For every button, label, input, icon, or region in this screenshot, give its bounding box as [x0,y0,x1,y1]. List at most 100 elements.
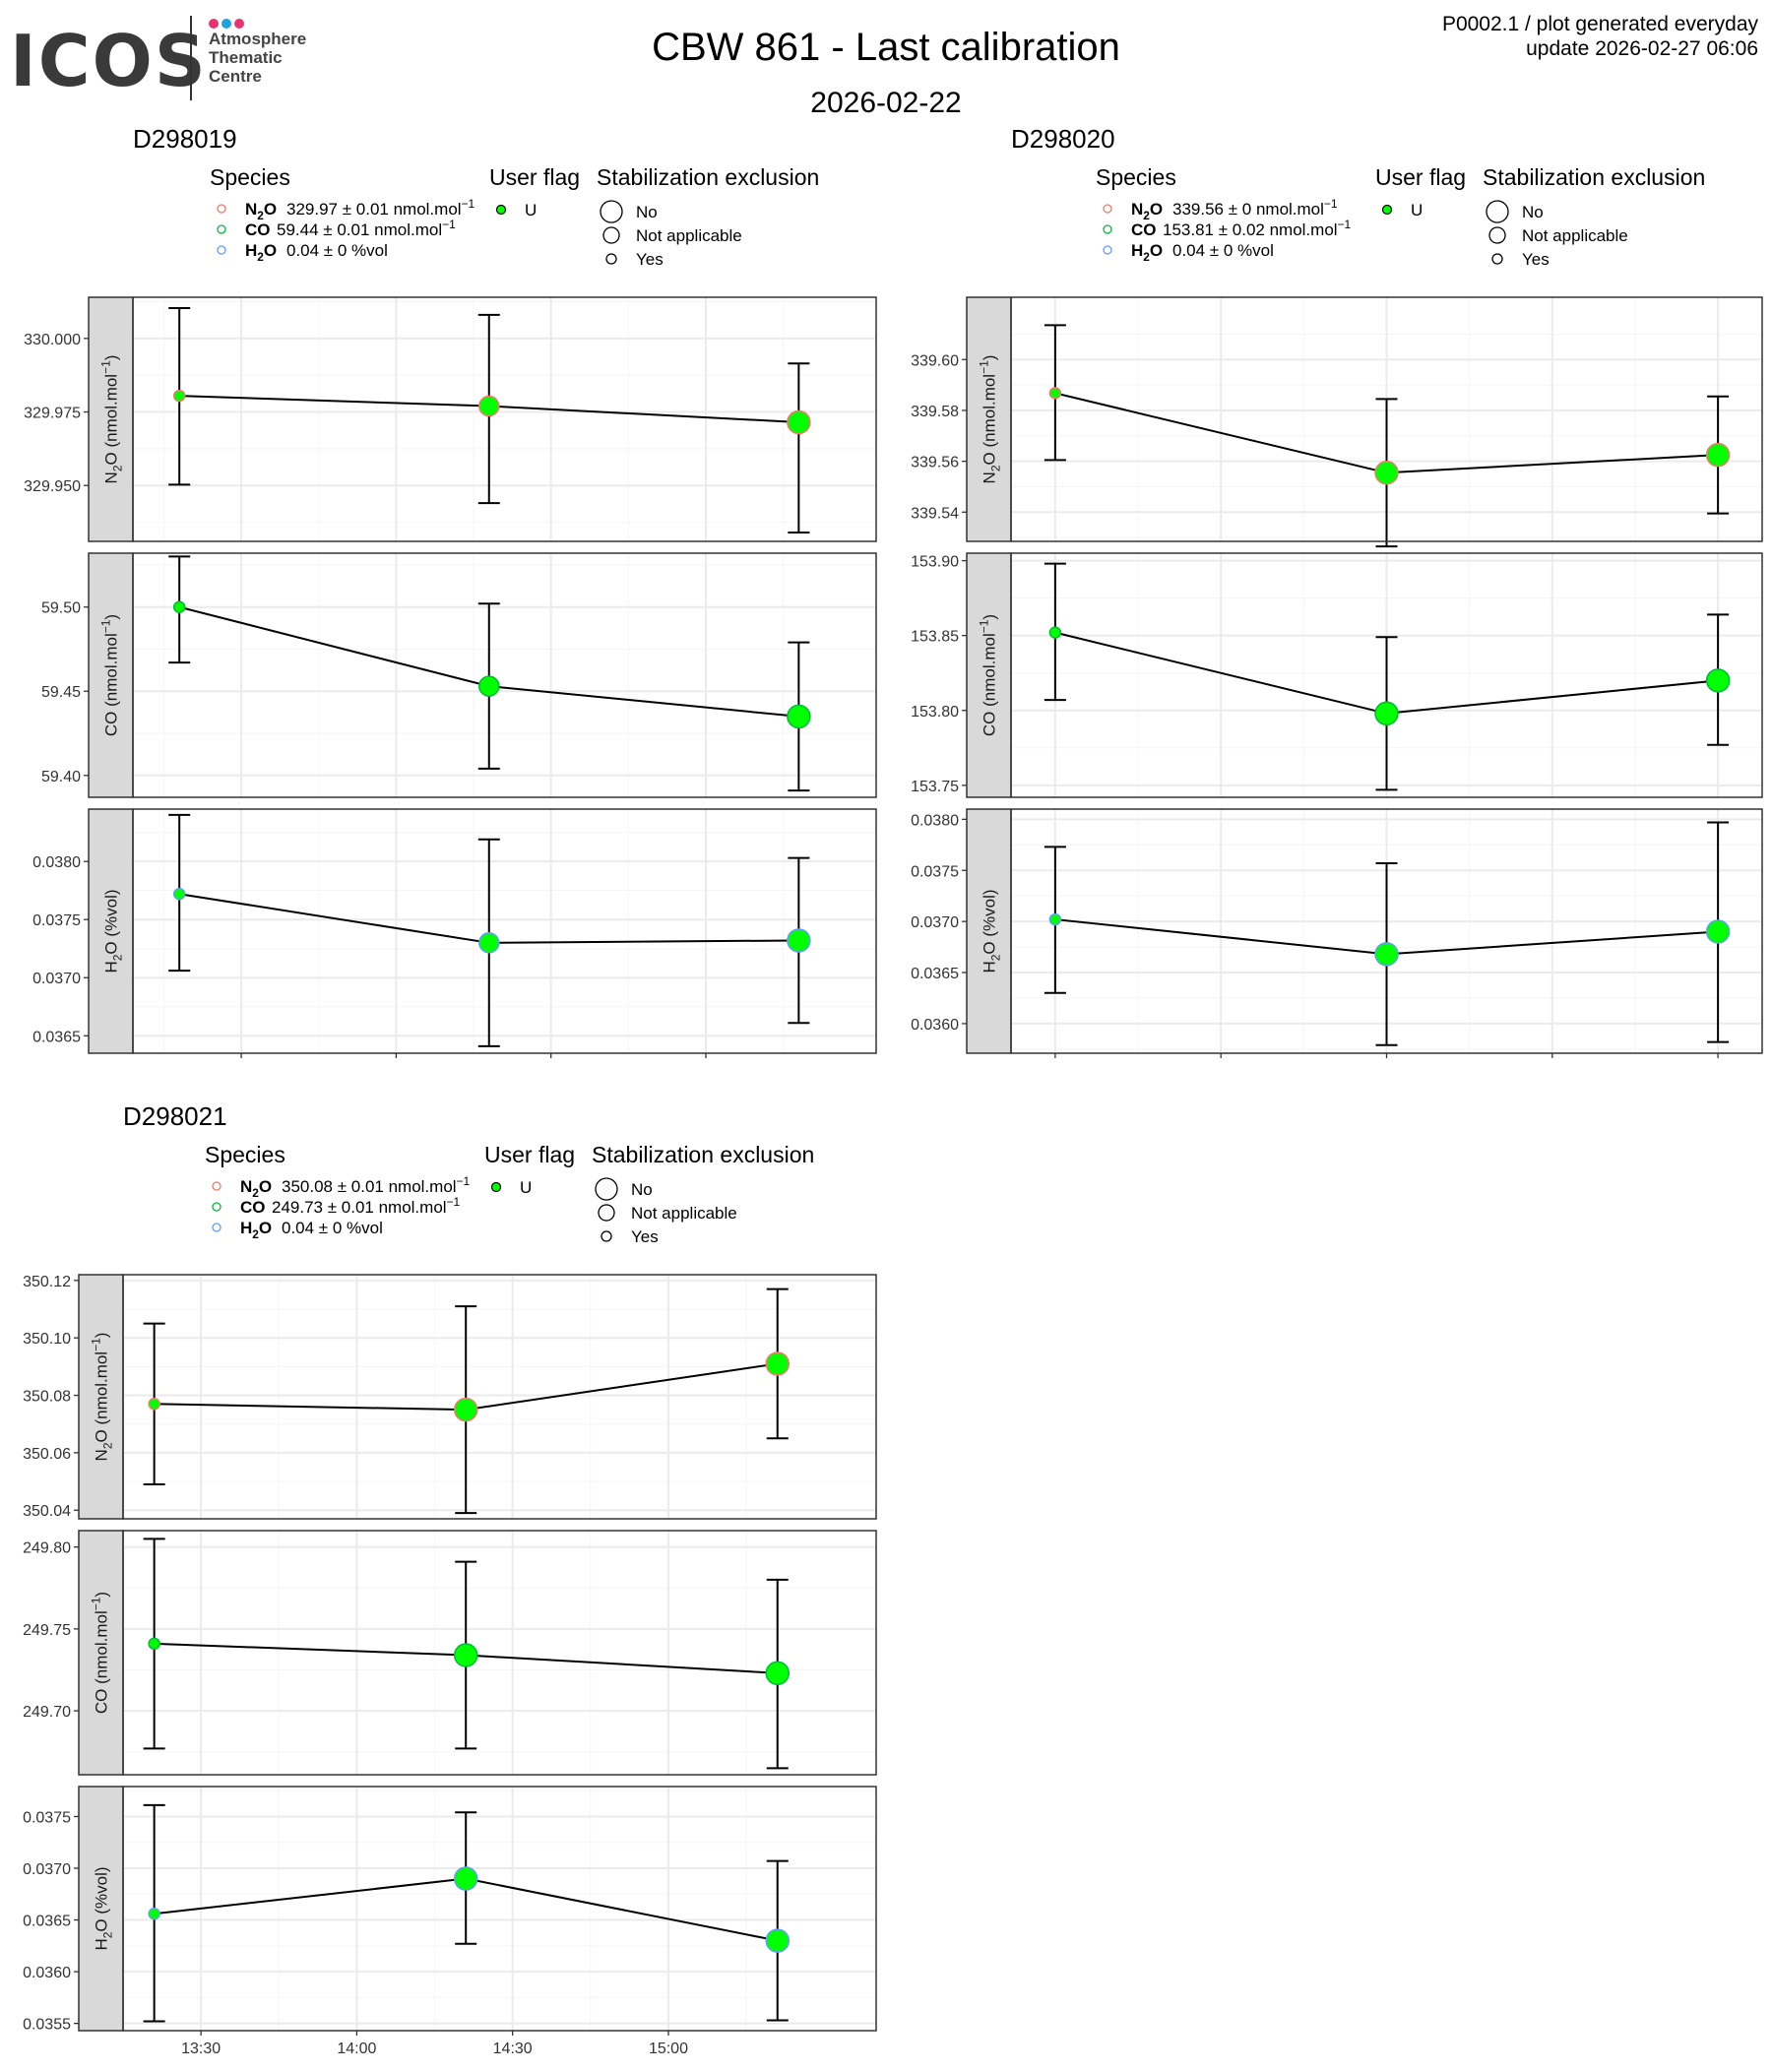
legend-species-name: N2O [1131,200,1163,222]
x-tick-label: 13:30 [181,2041,221,2057]
data-point [172,600,186,613]
y-tick-label: 329.950 [24,478,81,495]
x-tick-label: 13:30 [376,1063,415,1065]
data-point [787,409,811,435]
panel-title: D298020 [1011,124,1115,154]
logo-dot [209,19,219,29]
y-tick-label: 249.75 [23,1622,71,1639]
y-tick-label: 0.0355 [23,2017,71,2034]
facet-strip [966,296,1012,542]
y-tick-label: 350.08 [23,1389,71,1406]
facet-ylabel-text: CO (nmol.mol−1) [978,614,999,736]
legend-stab-title: Stabilization exclusion [1483,164,1705,190]
legend-species-key [217,204,226,214]
facet-ylabel: CO (nmol.mol−1) [978,614,999,736]
legend-species-name: CO [1131,220,1157,239]
data-point [765,1661,791,1686]
chart-svg: D298019 Species N2O 329.97 ± 0.01 nmol.mol−… [24,124,877,1080]
y-tick-label: 0.0365 [911,966,959,982]
y-tick-label: 350.06 [23,1446,71,1463]
chart-d298021: D298021 Species N2O 350.08 ± 0.01 nmol.mol−… [0,1098,886,2067]
legend-stab-key [605,253,617,265]
data-point [478,675,500,697]
legend-userflag-key [1381,204,1393,216]
y-tick-label: 249.80 [23,1540,71,1557]
facet-ylabel-text: CO (nmol.mol−1) [99,614,121,736]
data-point [1374,461,1399,485]
legend-stab-label: Yes [631,1227,659,1246]
legend-species-value: 249.73 ± 0.01 nmol.mol−1 [272,1195,461,1217]
x-tick-label: 14:00 [337,2041,376,2057]
chart-svg: D298020 Species N2O 339.56 ± 0 nmol.mol−1 CO… [911,124,1763,1080]
facet-ylabel-text: N2O (nmol.mol−1) [978,355,1003,484]
legend-userflag-key [490,1181,502,1193]
facet-background [133,553,876,797]
logo-subtitle: Atmosphere Thematic Centre [209,30,306,86]
legend-species-value: 153.81 ± 0.02 nmol.mol−1 [1163,218,1352,239]
legend-stab-title: Stabilization exclusion [597,164,819,190]
y-tick-label: 0.0360 [911,1017,959,1034]
legend-userflag-key [495,204,507,216]
facet-background [123,1531,876,1775]
legend-stab-label: Not applicable [631,1204,737,1223]
facet-background [133,297,876,541]
y-tick-label: 0.0360 [23,1965,71,1981]
facet-ylabel: N2O (nmol.mol−1) [90,1333,115,1462]
y-tick-label: 249.70 [23,1704,71,1721]
legend-stab-key [598,1204,615,1222]
facet-ylabel: H2O (%vol) [93,1866,115,1950]
legend-species-value: 339.56 ± 0 nmol.mol−1 [1172,197,1338,219]
legend-species-title: Species [205,1142,285,1167]
legend-species-key [212,1181,222,1191]
facet-ylabel-text: H2O (%vol) [93,1866,115,1950]
logo-divider [190,16,192,100]
legend-species-key [217,224,226,234]
legend-userflag-title: User flag [484,1142,575,1167]
data-point [148,1908,160,1920]
legend-stab-key [1486,200,1509,223]
y-tick-label: 0.0365 [32,1029,81,1045]
y-tick-label: 350.12 [23,1274,71,1290]
legend-species-value: 59.44 ± 0.01 nmol.mol−1 [277,218,456,239]
legend-species-name: H2O [1131,241,1163,264]
x-tick-label: 14:30 [493,2041,533,2057]
data-point [765,1928,791,1953]
y-tick-label: 0.0365 [23,1914,71,1930]
y-tick-label: 0.0370 [911,914,959,931]
y-tick-label: 0.0370 [32,971,81,987]
data-point [1048,387,1062,400]
x-tick-label: 15:00 [649,2041,688,2057]
legend-species-key [1103,245,1112,255]
legend-stab-label: Not applicable [1522,226,1628,245]
logo-dot [222,19,231,29]
data-point [1705,668,1731,693]
legend-species-value: 0.04 ± 0 %vol [1172,241,1274,260]
facet-ylabel: H2O (%vol) [981,889,1003,973]
y-tick-label: 153.90 [911,554,959,571]
facet-border [132,296,877,542]
legend-species-value: 350.08 ± 0.01 nmol.mol−1 [282,1174,471,1196]
legend-stab-key [1491,253,1503,265]
y-tick-label: 0.0375 [23,1809,71,1826]
legend-species-name: H2O [240,1219,272,1241]
legend-species-name: CO [240,1198,266,1217]
y-tick-label: 0.0370 [23,1861,71,1878]
data-point [453,1866,478,1891]
legend-userflag-title: User flag [489,164,580,190]
x-tick-label: 13:00 [1036,1063,1075,1065]
facet-ylabel-text: H2O (%vol) [981,889,1003,973]
facet-background [133,809,876,1053]
x-tick-label: 13:00 [222,1063,261,1065]
legend-userflag-label: U [1411,201,1423,220]
chart-d298019: D298019 Species N2O 329.97 ± 0.01 nmol.mol−… [0,120,886,1080]
y-tick-label: 339.60 [911,352,959,369]
data-point [453,1397,478,1422]
data-point [478,395,500,417]
facet-ylabel: H2O (%vol) [102,889,125,973]
y-tick-label: 339.56 [911,455,959,471]
x-tick-label: 14:30 [686,1063,726,1065]
y-tick-label: 0.0380 [32,854,81,871]
x-tick-label: 15:00 [1698,1063,1738,1065]
legend-stab-label: Yes [636,250,664,269]
facet-ylabel-text: N2O (nmol.mol−1) [90,1333,115,1462]
